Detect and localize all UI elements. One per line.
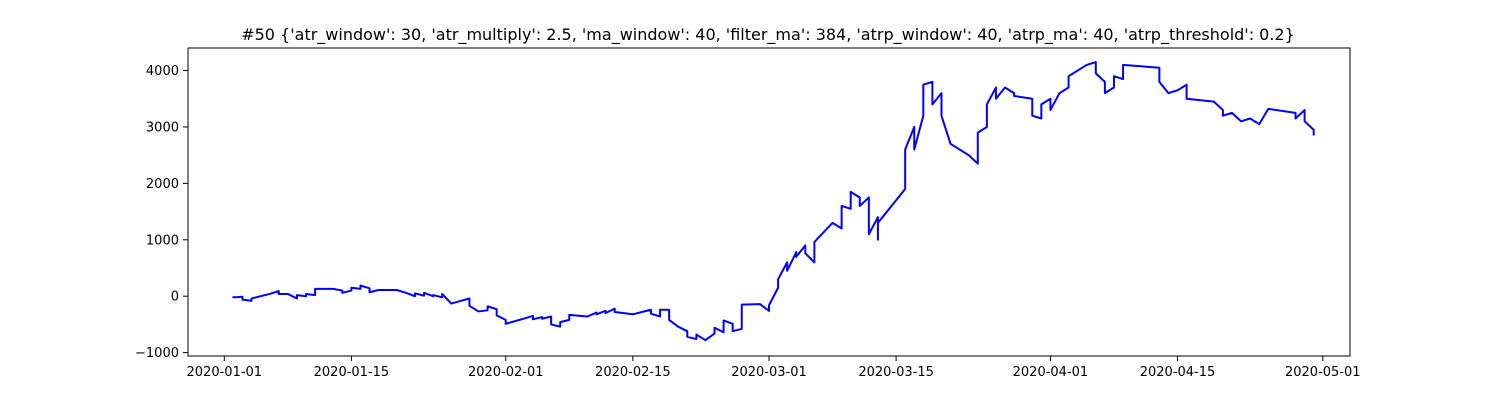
x-tick-label: 2020-03-01 (731, 365, 807, 380)
series-line-0 (232, 61, 1315, 342)
x-tick-label: 2020-01-01 (187, 365, 263, 380)
y-tick-label: 2000 (146, 177, 179, 192)
series-layer (232, 61, 1315, 342)
y-tick-label: 4000 (146, 64, 179, 79)
y-tick-label: 3000 (146, 120, 179, 135)
x-tick-label: 2020-05-01 (1285, 365, 1361, 380)
x-tick-label: 2020-01-15 (314, 365, 390, 380)
y-axis: −1000 0 1000 2000 3000 4000 (135, 64, 188, 361)
plot-frame (187, 47, 1351, 357)
x-axis: 2020-01-01 2020-01-15 2020-02-01 2020-02-15… (187, 356, 1361, 380)
chart-title: #50 {'atr_window': 30, 'atr_multiply': 2… (241, 25, 1295, 45)
x-tick-label: 2020-03-15 (858, 365, 934, 380)
y-tick-label: 0 (171, 290, 179, 305)
x-tick-label: 2020-04-01 (1013, 365, 1089, 380)
y-tick-label: −1000 (135, 346, 179, 361)
x-tick-label: 2020-02-15 (595, 365, 671, 380)
x-tick-label: 2020-02-01 (468, 365, 544, 380)
y-tick-label: 1000 (146, 233, 179, 248)
x-tick-label: 2020-04-15 (1140, 365, 1216, 380)
